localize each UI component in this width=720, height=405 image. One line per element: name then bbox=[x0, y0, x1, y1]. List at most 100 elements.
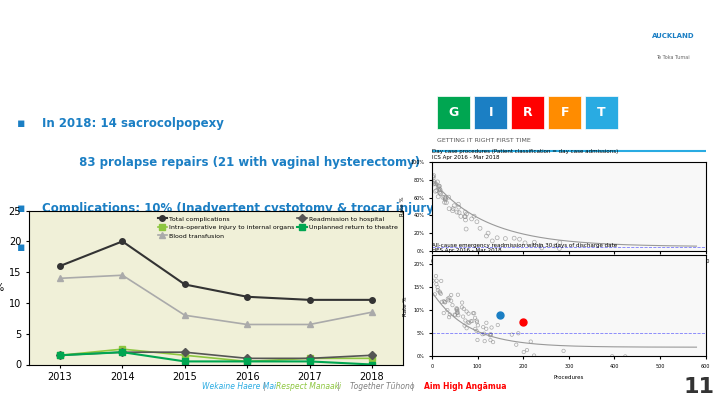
Point bbox=[460, 217, 472, 223]
Point bbox=[510, 341, 522, 348]
Point bbox=[469, 315, 481, 321]
Point bbox=[459, 317, 471, 324]
Point bbox=[428, 180, 440, 186]
Point bbox=[487, 339, 499, 345]
Point bbox=[514, 236, 526, 243]
Point bbox=[536, 245, 548, 251]
Point bbox=[506, 331, 518, 338]
Blood transfusion bbox=[368, 310, 377, 315]
Point bbox=[430, 188, 441, 194]
Point bbox=[433, 194, 444, 200]
Point bbox=[453, 201, 464, 207]
Point bbox=[558, 347, 570, 354]
Text: 11: 11 bbox=[684, 377, 715, 397]
Point bbox=[495, 312, 506, 318]
Point bbox=[440, 194, 451, 201]
Total complications bbox=[305, 297, 314, 302]
Point bbox=[447, 207, 459, 214]
Point bbox=[485, 331, 496, 337]
Point bbox=[487, 238, 498, 244]
Text: Together Tūhono: Together Tūhono bbox=[350, 382, 415, 391]
Point bbox=[549, 243, 561, 249]
Text: Day case procedures (Patient classification = day case admissions)
ICS Apr 2016 : Day case procedures (Patient classificat… bbox=[432, 149, 618, 160]
Point bbox=[471, 219, 482, 225]
Point bbox=[528, 352, 540, 359]
Readmission to hospital bbox=[305, 356, 314, 361]
Point bbox=[446, 298, 457, 304]
Text: GETTING IT RIGHT FIRST TIME: GETTING IT RIGHT FIRST TIME bbox=[438, 138, 531, 143]
Point bbox=[451, 308, 463, 314]
Point bbox=[439, 196, 451, 202]
Intra-operative injury to internal organs bbox=[181, 353, 189, 358]
Point bbox=[438, 310, 449, 316]
Readmission to hospital bbox=[243, 356, 251, 361]
Point bbox=[443, 194, 454, 200]
Text: All-cause emergency readmission within 30 days of discharge date
HES Apr 2016 - : All-cause emergency readmission within 3… bbox=[432, 243, 617, 254]
Point bbox=[439, 299, 451, 305]
Readmission to hospital bbox=[55, 353, 64, 358]
Readmission to hospital bbox=[181, 350, 189, 355]
Point bbox=[438, 298, 449, 305]
Point bbox=[442, 295, 454, 302]
Y-axis label: Rate %: Rate % bbox=[403, 296, 408, 315]
Point bbox=[437, 194, 449, 200]
Point bbox=[444, 205, 455, 212]
Point bbox=[443, 297, 454, 304]
Point bbox=[433, 184, 444, 191]
Blood transfusion bbox=[55, 276, 64, 281]
Point bbox=[439, 299, 451, 306]
FancyBboxPatch shape bbox=[549, 96, 581, 129]
Point bbox=[449, 311, 461, 318]
X-axis label: Procedures: Procedures bbox=[554, 269, 584, 274]
Point bbox=[441, 199, 452, 206]
FancyBboxPatch shape bbox=[474, 96, 507, 129]
Point bbox=[459, 322, 470, 329]
Point bbox=[433, 183, 444, 189]
Point bbox=[459, 209, 471, 215]
Total complications bbox=[181, 282, 189, 287]
Point bbox=[456, 304, 468, 311]
Point bbox=[439, 197, 451, 203]
Point bbox=[449, 312, 461, 319]
Total complications bbox=[118, 239, 127, 244]
Legend: Total complications, Intra-operative injury to internal organs, Blood transfusio: Total complications, Intra-operative inj… bbox=[156, 214, 400, 241]
Blood transfusion bbox=[243, 322, 251, 327]
Point bbox=[457, 313, 469, 320]
Point bbox=[471, 328, 482, 334]
Point bbox=[455, 213, 467, 220]
Text: 83 prolapse repairs (21 with vaginal hysterectomy): 83 prolapse repairs (21 with vaginal hys… bbox=[42, 156, 420, 169]
Point bbox=[428, 181, 439, 187]
Point bbox=[482, 230, 494, 237]
Point bbox=[467, 310, 479, 316]
Point bbox=[432, 179, 444, 185]
Point bbox=[485, 332, 496, 339]
Point bbox=[428, 172, 439, 179]
Point bbox=[459, 213, 470, 220]
Point bbox=[454, 209, 465, 216]
Point bbox=[446, 302, 458, 308]
Point bbox=[528, 239, 540, 245]
Text: ▪: ▪ bbox=[17, 117, 25, 130]
Point bbox=[433, 185, 445, 192]
Unplanned return to theatre bbox=[368, 362, 377, 367]
FancyBboxPatch shape bbox=[438, 96, 470, 129]
Point bbox=[477, 324, 489, 330]
Point bbox=[471, 318, 482, 324]
Point bbox=[431, 273, 442, 279]
Point bbox=[472, 337, 483, 343]
Point bbox=[447, 205, 459, 212]
Point bbox=[463, 310, 474, 317]
FancyBboxPatch shape bbox=[585, 96, 618, 129]
Point bbox=[472, 319, 483, 326]
Point bbox=[469, 310, 480, 317]
Point bbox=[462, 319, 474, 326]
Point bbox=[500, 235, 511, 242]
Point bbox=[430, 181, 441, 187]
Point bbox=[467, 318, 478, 324]
Point bbox=[459, 213, 471, 220]
Text: %: % bbox=[0, 283, 4, 292]
Point bbox=[449, 202, 460, 209]
Line: Readmission to hospital: Readmission to hospital bbox=[57, 350, 375, 361]
Point bbox=[452, 292, 464, 298]
Point bbox=[554, 239, 566, 246]
